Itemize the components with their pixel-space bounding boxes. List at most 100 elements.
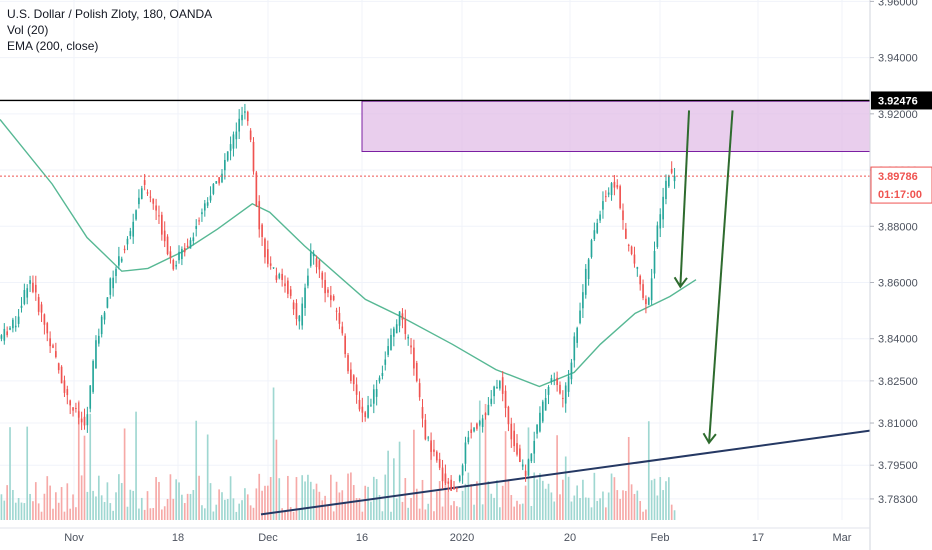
candle-body — [553, 379, 556, 381]
candle-body — [501, 377, 504, 394]
candle-body — [516, 443, 518, 455]
volume-bar — [43, 493, 46, 520]
volume-bar — [49, 485, 51, 520]
candle-body — [413, 347, 415, 369]
volume-bar — [593, 472, 596, 520]
candle-body — [627, 244, 630, 246]
legend-symbol-title[interactable]: U.S. Dollar / Polish Zloty, 180, OANDA — [7, 7, 213, 21]
volume-bar — [55, 492, 57, 520]
volume-bar — [398, 441, 401, 520]
candle-body — [453, 486, 455, 490]
volume-bar — [118, 474, 120, 520]
candle-body — [593, 230, 596, 240]
volume-bar — [149, 508, 152, 520]
volume-bar — [281, 508, 283, 520]
volume-bar — [553, 501, 556, 520]
volume-bar — [524, 485, 527, 520]
candle-body — [570, 362, 573, 380]
volume-bar — [582, 479, 584, 520]
candle-body — [433, 449, 435, 452]
price-tick-label: 3.96000 — [878, 0, 918, 8]
volume-bar — [238, 503, 241, 520]
candle-body — [146, 192, 149, 194]
candle-body — [175, 264, 177, 267]
candle-body — [120, 258, 123, 262]
volume-bar — [172, 498, 175, 520]
candle-body — [315, 258, 318, 268]
volume-bar — [321, 500, 324, 520]
arrow-2-shaft — [708, 110, 734, 443]
volume-bar — [14, 502, 17, 520]
candle-body — [32, 282, 34, 292]
candle-body — [152, 198, 155, 204]
volume-bar — [650, 480, 653, 520]
candle-body — [29, 280, 31, 284]
candle-body — [630, 246, 633, 255]
volume-bar — [189, 493, 192, 520]
volume-bar — [140, 497, 143, 520]
volume-bar — [143, 509, 146, 520]
candle-body — [327, 289, 329, 293]
candle-body — [541, 401, 544, 422]
candle-body — [427, 437, 430, 439]
candles-group — [0, 103, 676, 493]
candle-body — [562, 397, 564, 399]
time-tick-label: Feb — [651, 532, 670, 544]
volume-bar — [387, 450, 389, 520]
candle-body — [352, 375, 355, 385]
candle-body — [616, 185, 619, 188]
volume-bar — [80, 475, 83, 520]
candle-body — [287, 280, 289, 294]
volume-bar — [619, 498, 621, 520]
candle-body — [138, 197, 140, 205]
candle-body — [464, 442, 467, 464]
ema-group — [0, 119, 697, 388]
time-axis[interactable]: Nov 18 Dec 16 2020 20 Feb 17 Mar — [0, 527, 870, 544]
candle-body — [212, 183, 215, 194]
candle-body — [530, 453, 533, 462]
candle-body — [559, 384, 561, 394]
price-axis[interactable]: 3.960003.940003.920003.900003.880003.860… — [869, 0, 932, 550]
volume-bar — [516, 500, 518, 520]
volume-bar — [32, 501, 34, 520]
legend-volume-indicator[interactable]: Vol (20) — [7, 23, 49, 37]
time-tick-label: Dec — [258, 532, 278, 544]
volume-bar — [309, 481, 312, 520]
price-tick-label: 3.92000 — [878, 109, 918, 121]
candle-body — [75, 407, 77, 409]
price-tick-label: 3.82500 — [878, 376, 918, 388]
candle-body — [476, 423, 478, 429]
candle-body — [390, 334, 392, 350]
volume-bar — [470, 484, 473, 520]
candle-body — [375, 389, 378, 397]
volume-bar — [427, 503, 430, 520]
candle-body — [163, 230, 166, 242]
candle-body — [12, 319, 14, 329]
volume-bar — [206, 434, 209, 520]
candle-body — [519, 448, 521, 463]
volume-bar — [487, 481, 490, 520]
candle-body — [312, 253, 315, 257]
grid-lines — [0, 0, 870, 520]
legend-ema-indicator[interactable]: EMA (200, close) — [7, 39, 99, 53]
volume-bar — [647, 421, 650, 520]
candle-body — [372, 389, 375, 404]
candle-body — [418, 383, 421, 398]
candle-body — [155, 205, 157, 211]
price-tick-label: 3.81000 — [878, 418, 918, 430]
volume-bar — [123, 428, 126, 520]
volume-bar — [344, 501, 346, 520]
candle-body — [143, 180, 146, 185]
candle-body — [72, 407, 74, 411]
volume-bar — [401, 501, 404, 520]
volume-bar — [295, 477, 298, 520]
candle-body — [367, 405, 369, 418]
volume-bar — [258, 473, 261, 520]
volume-bar — [484, 403, 487, 520]
candle-body — [341, 326, 344, 334]
volume-bar — [83, 435, 86, 520]
volume-bar — [441, 506, 444, 520]
candle-body — [484, 413, 487, 416]
